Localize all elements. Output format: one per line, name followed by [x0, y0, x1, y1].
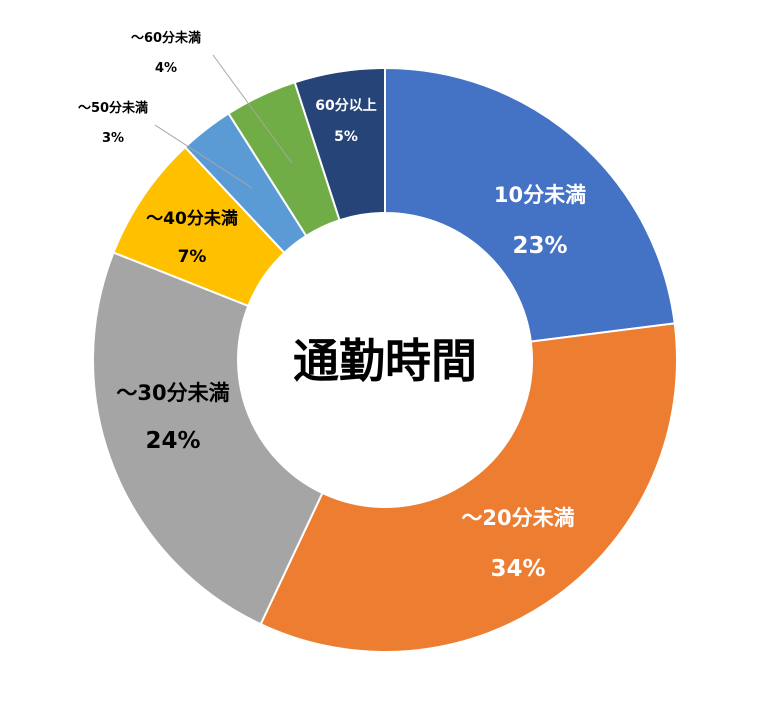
slice-label-4: ～40分未満 [146, 208, 238, 229]
slice-7 [293, 66, 386, 222]
leader-lines-group [154, 54, 293, 189]
leader-line-6 [212, 54, 293, 164]
slice-1 [384, 66, 676, 343]
labels-group: 10分未満 23% ～20分未満 34% ～30分未満 24% ～40分未満 7% ～50分未満… [78, 30, 586, 582]
slice-label-7: 60分以上 [315, 98, 376, 114]
slice-label-1: 10分未満 [494, 183, 586, 207]
leader-line-5 [154, 124, 253, 189]
slice-percent-4: 7% [178, 247, 207, 267]
slice-percent-2: 34% [490, 556, 545, 582]
chart-center-title: 通勤時間 [293, 334, 477, 388]
slice-percent-3: 24% [145, 428, 200, 454]
slice-label-2: ～20分未満 [461, 506, 574, 530]
slice-label-3: ～30分未満 [116, 381, 229, 405]
slice-percent-5: 3% [102, 131, 124, 146]
slice-percent-6: 4% [155, 61, 177, 76]
slice-percent-7: 5% [334, 129, 358, 145]
slice-3 [92, 251, 324, 626]
slice-percent-1: 23% [512, 233, 567, 259]
slice-label-5: ～50分未満 [78, 100, 148, 116]
slices-group [92, 66, 678, 653]
slice-label-6: ～60分未満 [131, 30, 201, 46]
slice-2 [259, 322, 678, 653]
